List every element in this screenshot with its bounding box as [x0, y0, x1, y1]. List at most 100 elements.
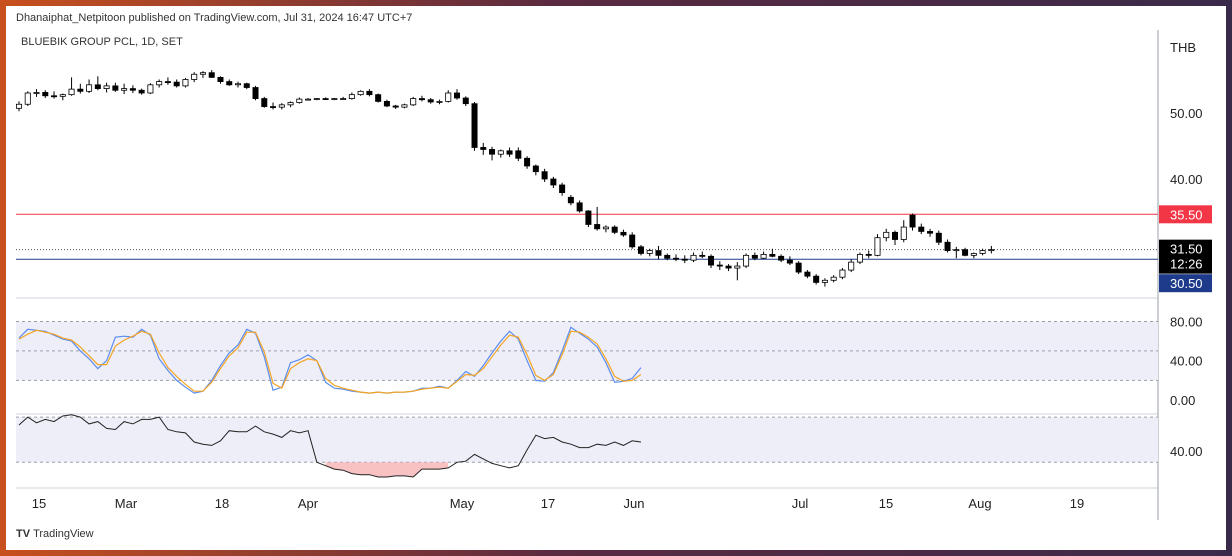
time-tick-label: 15 — [32, 496, 46, 511]
candle-down — [453, 92, 460, 99]
candle-down — [585, 210, 592, 225]
stoch-tick-label: 40.00 — [1170, 354, 1203, 369]
candle-down — [664, 254, 671, 259]
candle-up — [760, 253, 767, 259]
candle-down — [524, 157, 531, 167]
candle-down — [226, 81, 233, 86]
candle-down — [129, 88, 136, 91]
stoch-tick-label: 80.00 — [1170, 314, 1203, 329]
chart-frame: Dhanaiphat_Netpitoon published on Tradin… — [6, 6, 1226, 550]
candle-up — [156, 81, 163, 86]
candle-up — [410, 98, 417, 106]
candle-down — [716, 264, 723, 267]
candle-down — [611, 226, 618, 233]
candle-down — [506, 150, 513, 155]
candle-down — [804, 271, 811, 277]
candle-down — [637, 246, 644, 254]
candle-down — [673, 257, 680, 260]
candle-down — [243, 83, 250, 88]
candle-down — [164, 81, 171, 84]
candle-up — [121, 88, 128, 91]
candle-down — [892, 231, 899, 240]
candle-up — [856, 253, 863, 263]
candle-down — [813, 275, 820, 283]
currency-label: THB — [1170, 40, 1196, 55]
candle-up — [147, 84, 154, 94]
candle-up — [15, 103, 22, 109]
candle-up — [348, 94, 355, 99]
candle-up — [191, 73, 198, 80]
candle-up — [340, 98, 347, 100]
candle-down — [778, 255, 785, 261]
candle-up — [68, 88, 75, 96]
time-tick-label: Jun — [624, 496, 645, 511]
rsi-band — [16, 417, 1158, 463]
countdown-label: 12:26 — [1170, 257, 1203, 272]
time-tick-label: Aug — [968, 496, 991, 511]
candle-down — [751, 254, 758, 259]
candle-up — [103, 85, 110, 89]
candle-down — [375, 94, 382, 102]
tradingview-logo[interactable]: TV TradingView — [16, 528, 94, 540]
candle-up — [86, 84, 93, 92]
stoch-k-line — [18, 326, 642, 394]
tradingview-logo-text: TradingView — [33, 528, 94, 540]
last-price-tag — [1159, 239, 1212, 274]
candle-up — [24, 92, 31, 105]
candle-up — [602, 226, 609, 230]
candle-down — [270, 106, 277, 108]
candle-down — [489, 149, 496, 155]
time-tick-label: Jul — [792, 496, 809, 511]
price-tick-label: 40.00 — [1170, 172, 1203, 187]
candle-up — [848, 261, 855, 271]
candle-up — [445, 92, 452, 102]
last-price-label: 31.50 — [1170, 242, 1203, 257]
candle-up — [357, 90, 364, 96]
tradingview-logo-icon: TV — [16, 528, 31, 540]
stoch-d-line — [18, 329, 642, 394]
candle-up — [33, 92, 40, 94]
candle-down — [138, 89, 145, 94]
rsi-oversold-fill — [325, 462, 449, 477]
candle-down — [383, 100, 390, 107]
candle-down — [261, 98, 268, 107]
candle-down — [594, 224, 601, 230]
candle-down — [935, 232, 942, 243]
candle-down — [532, 165, 539, 173]
candle-down — [252, 87, 259, 99]
candle-down — [77, 88, 84, 92]
candle-down — [629, 234, 636, 248]
price-tick-label: 50.00 — [1170, 106, 1203, 121]
candle-down — [480, 147, 487, 150]
symbol-title: BLUEBIK GROUP PCL, 1D, SET — [21, 36, 183, 48]
candle-up — [979, 250, 986, 254]
candle-down — [681, 258, 688, 261]
candle-up — [305, 98, 312, 101]
candle-up — [821, 279, 828, 283]
candle-down — [918, 226, 925, 232]
candle-up — [830, 276, 837, 281]
candle-up — [182, 79, 189, 87]
chart-canvas[interactable]: THB 50.00 40.00 80.00 40.00 0.00 40.00 35.50 31.… — [6, 6, 1226, 550]
candle-down — [541, 171, 548, 180]
candle-down — [620, 231, 627, 236]
candle-up — [646, 250, 653, 254]
candle-down — [786, 259, 793, 264]
candle-down — [51, 95, 58, 98]
price-tag-resistance — [1159, 205, 1212, 224]
candle-down — [576, 202, 583, 212]
candle-down — [208, 72, 215, 78]
candle-down — [462, 97, 469, 105]
price-tag-support — [1159, 274, 1212, 293]
candle-down — [322, 98, 329, 100]
candle-down — [94, 84, 101, 89]
candle-down — [392, 105, 399, 108]
candle-up — [988, 249, 995, 252]
candle-up — [401, 104, 408, 108]
candle-down — [655, 250, 662, 256]
candle-up — [331, 98, 338, 100]
candle-down — [909, 214, 916, 228]
candle-down — [725, 265, 732, 269]
time-tick-label: 19 — [1070, 496, 1084, 511]
publish-info: Dhanaiphat_Netpitoon published on Tradin… — [16, 12, 413, 24]
